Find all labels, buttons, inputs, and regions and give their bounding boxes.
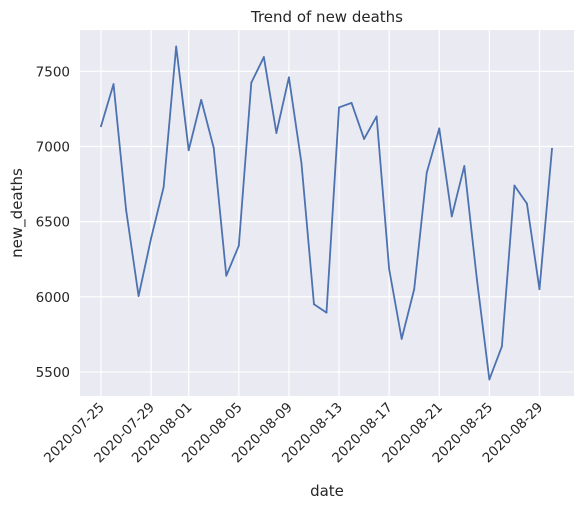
data-point (400, 337, 403, 340)
series (100, 45, 553, 381)
data-point (100, 125, 102, 128)
data-point (363, 138, 365, 140)
data-point (300, 162, 303, 164)
data-point (162, 186, 165, 188)
data-point (551, 147, 553, 150)
y-axis-label: new_deaths (8, 168, 27, 258)
x-ticks: 2020-07-252020-07-292020-08-012020-08-05… (41, 400, 546, 467)
y-tick-label: 6500 (36, 215, 70, 231)
data-point (350, 102, 353, 104)
data-point (137, 295, 140, 297)
data-point (112, 83, 115, 86)
data-point (475, 277, 478, 280)
y-tick-label: 6000 (36, 290, 70, 306)
data-point (450, 215, 453, 218)
data-point (463, 165, 466, 167)
data-point (526, 202, 528, 205)
data-point (187, 149, 190, 152)
grid (80, 30, 574, 396)
data-point (262, 56, 265, 58)
x-axis-label: date (310, 482, 344, 500)
data-point (338, 106, 340, 109)
data-point (275, 132, 278, 134)
data-point (313, 303, 315, 306)
data-point (438, 127, 441, 130)
data-point (413, 288, 416, 291)
y-tick-label: 5500 (36, 365, 70, 381)
plot-area (80, 30, 574, 396)
data-point (288, 76, 290, 79)
data-point (488, 378, 491, 381)
data-point (388, 268, 391, 270)
data-point (325, 311, 328, 314)
data-point (212, 147, 215, 149)
data-point (375, 115, 378, 118)
data-point (250, 81, 253, 84)
data-point (425, 171, 428, 174)
data-point (500, 345, 503, 348)
y-tick-label: 7500 (36, 64, 70, 80)
data-point (237, 244, 240, 247)
data-point (175, 45, 178, 48)
data-point (150, 237, 153, 240)
chart-title: Trend of new deaths (250, 8, 403, 26)
data-point (225, 274, 228, 277)
y-tick-label: 7000 (36, 139, 70, 155)
y-ticks: 5500 6000 6500 7000 7500 (36, 64, 70, 381)
data-point (538, 288, 541, 291)
data-point (200, 98, 203, 101)
data-point (513, 184, 516, 187)
data-point (125, 208, 127, 211)
